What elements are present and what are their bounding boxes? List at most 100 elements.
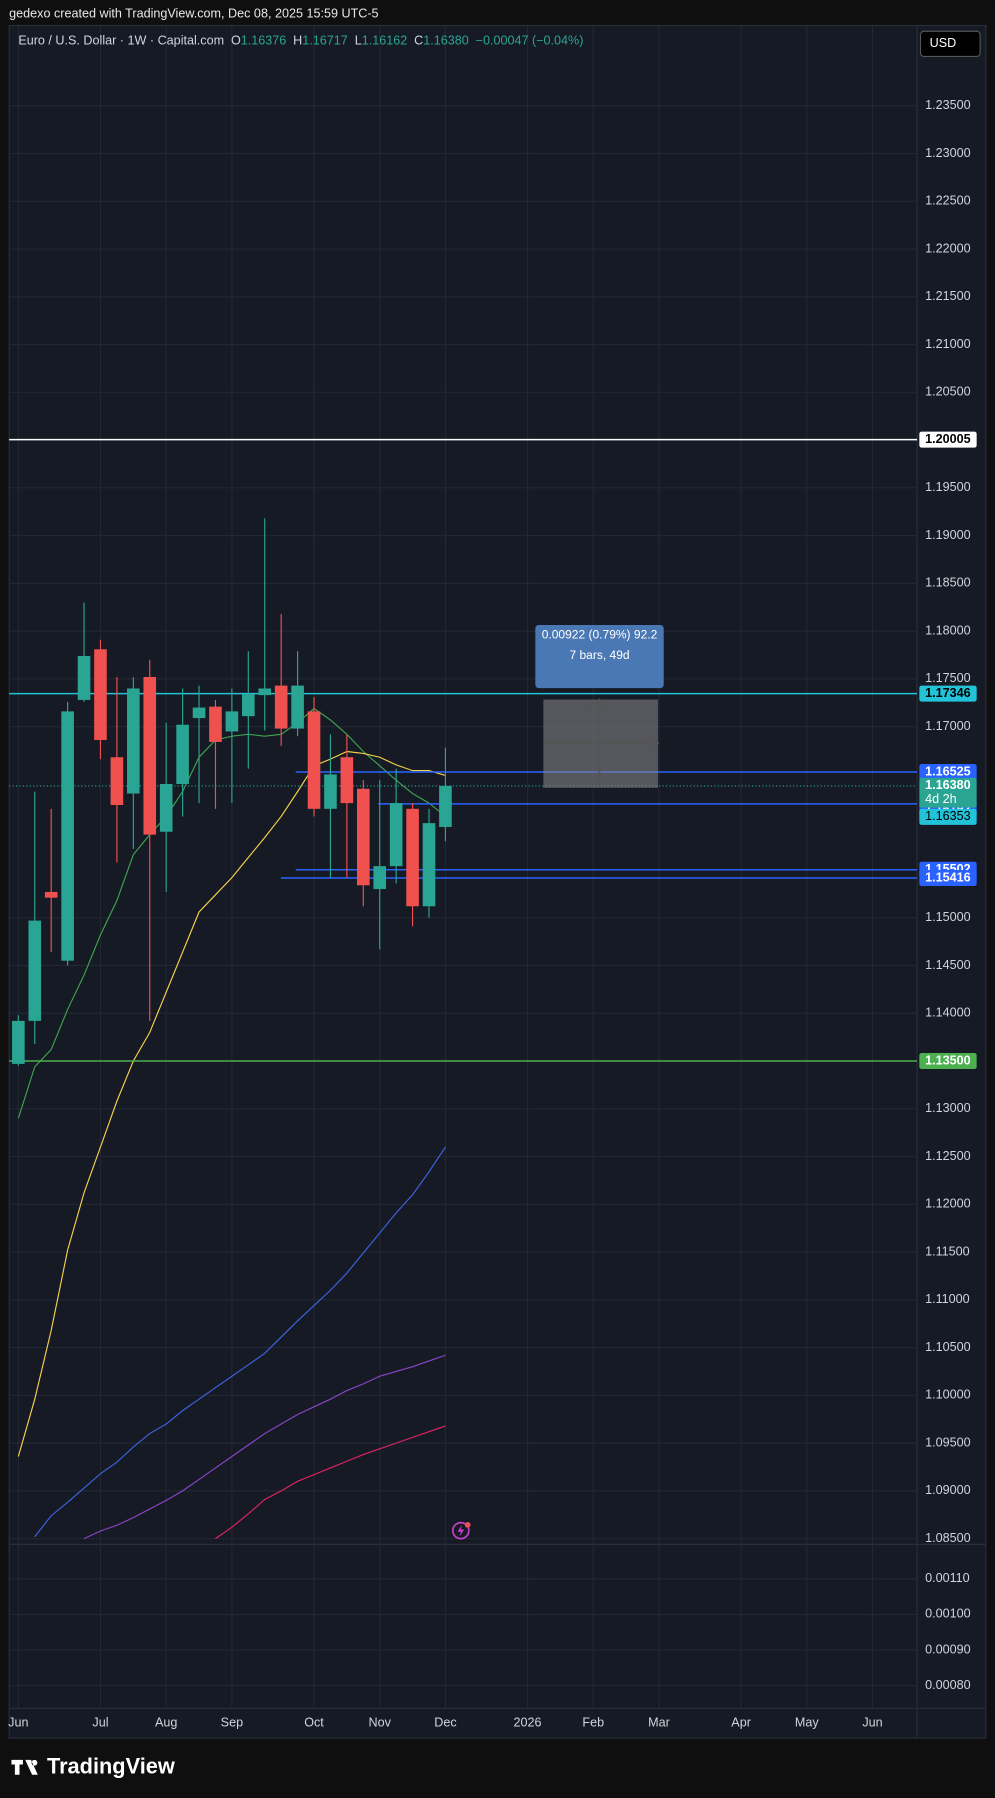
y-tick-label: 1.09500 [925,1435,971,1449]
y-tick-label: 1.15000 [925,910,971,924]
brand-logo [11,1759,38,1775]
candle-body [324,774,337,809]
y-tick-label: 1.20500 [925,385,971,399]
y-tick-label: 1.11500 [925,1244,970,1258]
y-tick-label: 1.19500 [925,480,971,494]
x-tick-label: Feb [582,1716,604,1730]
y-tick-label: 0.00100 [925,1607,971,1621]
price-tag [919,777,977,808]
legend-letter: O [231,34,241,48]
currency[interactable]: USD [930,36,957,50]
candle-body [258,688,272,696]
price-tag [919,685,977,702]
x-tick-label: Oct [304,1716,324,1730]
x-tick-label: Jun [8,1716,28,1730]
y-tick-label: 1.22000 [925,241,971,255]
moving-average [17,750,446,1457]
close: 1.16380 [423,34,469,48]
moving-average [34,1146,446,1538]
candle-body [340,757,354,804]
x-tick-label: Sep [221,1716,243,1730]
x-tick-label: Dec [434,1716,456,1730]
y-tick-label: 0.00090 [925,1642,971,1656]
x-tick-label: Apr [731,1716,751,1730]
candle-body [28,920,42,1021]
y-tick-label: 1.09000 [925,1483,971,1497]
legend-letter: H [293,34,302,48]
y-tick-label: 1.10000 [925,1388,971,1402]
y-tick-label: 0.00080 [925,1678,971,1692]
price-tag-text: 1.17346 [925,686,971,700]
candle-body [242,694,255,717]
countdown: 4d 2h [925,792,957,806]
change: −0.00047 (−0.04%) [476,34,584,48]
candle-body [61,711,74,961]
candle-body [94,649,107,741]
x-tick-label: Aug [155,1716,177,1730]
alert-bolt[interactable] [457,1524,465,1537]
candle-body [389,803,403,867]
symbol: Euro / U.S. Dollar · 1W · Capital.com [18,34,224,48]
y-tick-label: 1.21500 [925,289,971,303]
candle-body [77,655,91,700]
y-tick-label: 1.10500 [925,1340,971,1354]
y-tick-label: 1.21000 [925,337,971,351]
x-tick-label: Jun [862,1716,882,1730]
candle-body [110,757,124,806]
y-tick-label: 1.11000 [925,1292,970,1306]
x-tick-label: Nov [369,1716,392,1730]
moving-average [83,1354,446,1540]
price-tag-text: 1.13500 [925,1053,971,1067]
y-tick-label: 1.22500 [925,194,971,208]
measure-tool: 0.00922 (0.79%) 92.2 7 bars, 49d [535,625,664,788]
candle-body [422,823,436,907]
candle-body [192,707,206,719]
candle-body [44,891,58,898]
x-tick-label: Mar [648,1716,670,1730]
brand: TradingView [47,1754,175,1779]
high: 1.16717 [302,34,348,48]
candle-body [274,685,288,729]
candle-body [406,808,419,907]
candle-body [373,866,387,890]
price-tag [919,764,977,781]
candle-body [291,685,304,729]
y-tick-label: 0.00110 [925,1571,970,1585]
price-tag [919,869,977,887]
y-tick-label: 1.17500 [925,671,971,685]
currency-button[interactable] [919,30,981,58]
moving-average [215,1425,446,1540]
measure-label [535,625,664,689]
candle-body [356,788,370,886]
y-tick-label: 1.17000 [925,719,971,733]
price-tag-text: 1.15416 [925,870,971,884]
y-tick-label: 1.19000 [925,528,971,542]
candle-body [176,724,189,784]
alert-ring[interactable] [451,1521,470,1540]
legend-letter: C [414,34,423,48]
y-tick-label: 1.13000 [925,1101,971,1115]
candle-body [127,688,140,794]
chart-area [8,24,987,1739]
open: 1.16376 [241,34,287,48]
alert-icon[interactable] [451,1521,471,1540]
y-tick-label: 1.12500 [925,1149,971,1163]
candle-body [439,785,452,827]
measure-text: 7 bars, 49d [569,648,629,662]
y-tick-label: 1.18500 [925,576,971,590]
arrow-head [588,698,611,711]
price-tag-text: 1.16525 [925,764,971,778]
x-tick-label: 2026 [514,1716,542,1730]
y-tick-label: 1.14500 [925,958,971,972]
arrow-head [647,732,660,755]
legend: Euro / U.S. Dollar · 1W · Capital.com O1.… [18,34,583,48]
candle-body [307,711,321,809]
price-tag [919,1052,977,1070]
price-tag-text: 1.16380 [925,778,971,792]
candle-body [225,711,239,732]
y-tick-label: 1.23000 [925,146,971,160]
legend-letter: L [355,34,362,48]
price-tag [919,431,977,448]
alert-dot[interactable] [464,1522,471,1528]
